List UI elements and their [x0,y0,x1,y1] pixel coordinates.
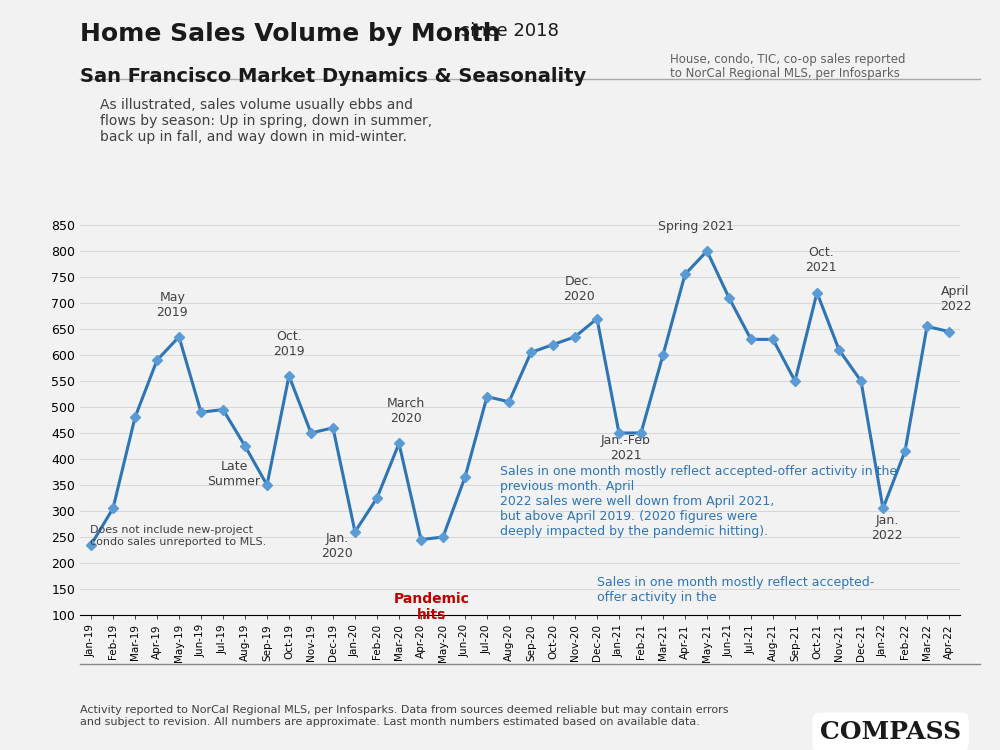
Text: COMPASS: COMPASS [820,720,961,744]
Text: March
2020: March 2020 [386,398,425,425]
Text: Activity reported to NorCal Regional MLS, per Infosparks. Data from sources deem: Activity reported to NorCal Regional MLS… [80,705,728,727]
Text: House, condo, TIC, co-op sales reported
to NorCal Regional MLS, per Infosparks: House, condo, TIC, co-op sales reported … [670,53,906,80]
Text: Oct.
2019: Oct. 2019 [273,329,305,358]
Text: Late
Summer: Late Summer [208,460,260,488]
Text: Home Sales Volume by Month: Home Sales Volume by Month [80,22,501,46]
Text: Oct.
2021: Oct. 2021 [806,247,837,274]
Text: Pandemic
hits: Pandemic hits [394,592,470,622]
Text: Spring 2021: Spring 2021 [658,220,734,232]
Text: April
2022: April 2022 [940,286,971,314]
Text: Jan.-Feb
2021: Jan.-Feb 2021 [601,433,651,461]
Text: Jan.
2022: Jan. 2022 [872,514,903,542]
Text: As illustrated, sales volume usually ebbs and
flows by season: Up in spring, dow: As illustrated, sales volume usually ebb… [100,98,432,144]
Text: Sales in one month mostly reflect accepted-
offer activity in the: Sales in one month mostly reflect accept… [597,576,874,604]
Text: Jan.
2020: Jan. 2020 [322,532,353,560]
Text: San Francisco Market Dynamics & Seasonality: San Francisco Market Dynamics & Seasonal… [80,68,586,86]
Text: Sales in one month mostly reflect accepted-offer activity in the
previous month.: Sales in one month mostly reflect accept… [500,465,897,538]
Text: May
2019: May 2019 [157,290,188,319]
Text: Does not include new-project
condo sales unreported to MLS.: Does not include new-project condo sales… [90,525,266,547]
Text: since 2018: since 2018 [455,22,559,40]
Text: Dec.
2020: Dec. 2020 [564,275,595,303]
